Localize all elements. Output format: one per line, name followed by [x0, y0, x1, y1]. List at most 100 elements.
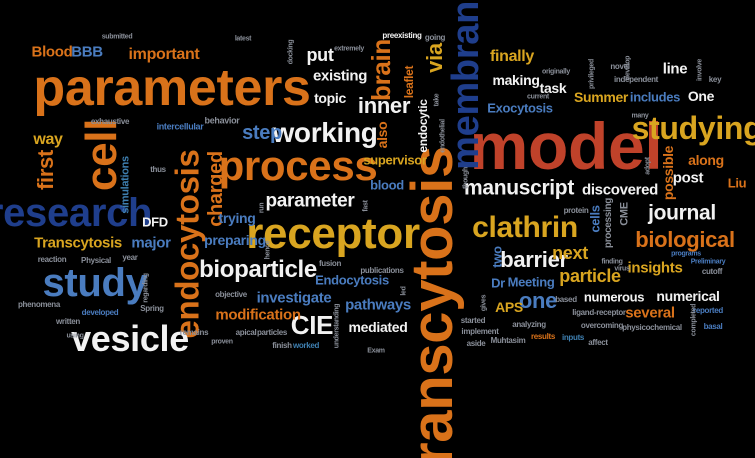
- word-reported: reported: [693, 306, 723, 315]
- word-topic: topic: [314, 90, 346, 106]
- word-cells: cells: [587, 205, 603, 233]
- word-privileged: privileged: [588, 59, 596, 89]
- word-Summer: Summer: [573, 89, 629, 105]
- word-regarding: regarding: [142, 273, 150, 303]
- word-parameters: parameters: [33, 59, 311, 117]
- word-proven: proven: [211, 338, 233, 346]
- word-overcoming: overcoming: [580, 321, 624, 330]
- word-receptor: receptor: [246, 209, 420, 258]
- word-journal: journal: [648, 201, 716, 225]
- word-Muhtasim: Muhtasim: [490, 336, 526, 345]
- word-adopt: adopt: [644, 157, 652, 175]
- word-simulations: simulations: [119, 156, 132, 214]
- word-Spring: Spring: [140, 304, 164, 313]
- word-basal: basal: [703, 322, 723, 331]
- word-results: results: [531, 332, 555, 341]
- word-started: started: [460, 316, 486, 325]
- word-mediated: mediated: [348, 319, 408, 335]
- word-several: several: [625, 304, 675, 322]
- word-blood: blood: [370, 177, 404, 193]
- word-reaction: reaction: [37, 255, 67, 264]
- word-investigate: investigate: [256, 289, 332, 307]
- word-barrier: barrier: [500, 247, 568, 272]
- word-led: led: [400, 286, 408, 296]
- word-Preliminary: Preliminary: [690, 258, 726, 266]
- word-publications: publications: [360, 266, 404, 275]
- word-involve: involve: [696, 59, 704, 81]
- word-docking: docking: [287, 39, 295, 65]
- word-Exam: Exam: [367, 347, 385, 355]
- word-trying: trying: [218, 210, 256, 226]
- word-along: along: [688, 152, 724, 168]
- word-Blood: Blood: [31, 43, 73, 61]
- word-develop: develop: [624, 55, 632, 81]
- word-understanding: understanding: [333, 303, 341, 349]
- word-modification: modification: [215, 306, 301, 324]
- word-hence: hence: [264, 240, 272, 260]
- word-put: put: [306, 45, 334, 65]
- word-written: written: [56, 317, 80, 326]
- word-endocytosis: endocytosis: [168, 149, 206, 339]
- word-clathrin: clathrin: [472, 211, 578, 244]
- word-thus: thus: [150, 165, 166, 174]
- word-study: study: [42, 261, 148, 305]
- word-first: first: [33, 150, 58, 190]
- word-pathways: pathways: [345, 296, 411, 314]
- word-finally: finally: [490, 48, 534, 65]
- word-analyzing: analyzing: [512, 320, 546, 329]
- word-BBB: BBB: [71, 43, 103, 61]
- word-parameter: parameter: [265, 190, 355, 212]
- word-worked: worked: [292, 341, 320, 350]
- word-run: run: [258, 202, 266, 214]
- word-key: key: [708, 75, 722, 84]
- word-using: using: [66, 332, 84, 340]
- word-one: one: [518, 288, 558, 313]
- word-implement: implement: [461, 327, 499, 336]
- word-via: via: [422, 43, 447, 73]
- word-many: many: [631, 112, 649, 120]
- word-existing: existing: [312, 67, 368, 85]
- word-fast: fast: [362, 200, 370, 212]
- word-Exocytosis: Exocytosis: [487, 100, 553, 116]
- word-exhaustive: exhaustive: [90, 117, 130, 126]
- word-making: making: [492, 72, 540, 88]
- word-cutoff: cutoff: [701, 267, 723, 276]
- word-inner: inner: [357, 93, 411, 118]
- word-objective: objective: [215, 290, 247, 299]
- word-extremely: extremely: [334, 45, 364, 53]
- word-step: step: [242, 122, 282, 144]
- word-membrane: membrane: [445, 0, 487, 170]
- word-independent: independent: [613, 75, 659, 84]
- word-includes: includes: [629, 89, 681, 105]
- word-also: also: [374, 121, 390, 149]
- word-important: important: [128, 46, 200, 63]
- word-originally: originally: [542, 68, 570, 76]
- word-next: next: [552, 243, 588, 263]
- word-though: though: [462, 167, 470, 189]
- word-cell: cell: [77, 118, 126, 192]
- word-vesicle: vesicle: [71, 318, 189, 359]
- word-developed: developed: [81, 308, 119, 317]
- word-post: post: [672, 169, 704, 187]
- word-CIE: CIE: [290, 310, 334, 340]
- word-completed: completed: [690, 303, 698, 337]
- word-Liu: Liu: [727, 175, 747, 191]
- word-process: process: [218, 142, 378, 189]
- word-major: major: [131, 234, 171, 252]
- word-going: going: [424, 33, 446, 42]
- word-Transcytosis: Transcytosis: [34, 234, 122, 252]
- word-take: take: [433, 93, 441, 107]
- word-physicochemical: physicochemical: [622, 323, 682, 332]
- word-DFD: DFD: [142, 214, 168, 230]
- word-novel: novel: [610, 62, 630, 71]
- word-Physical: Physical: [81, 256, 111, 265]
- word-preparing: preparing: [204, 232, 266, 248]
- word-finding: finding: [601, 258, 623, 266]
- word-insights: insights: [627, 259, 683, 277]
- word-One: One: [687, 88, 715, 104]
- word-biological: biological: [635, 227, 735, 252]
- word-preexisting: preexisting: [382, 31, 422, 40]
- word-remains: remains: [179, 328, 209, 337]
- word-brain: brain: [366, 39, 396, 101]
